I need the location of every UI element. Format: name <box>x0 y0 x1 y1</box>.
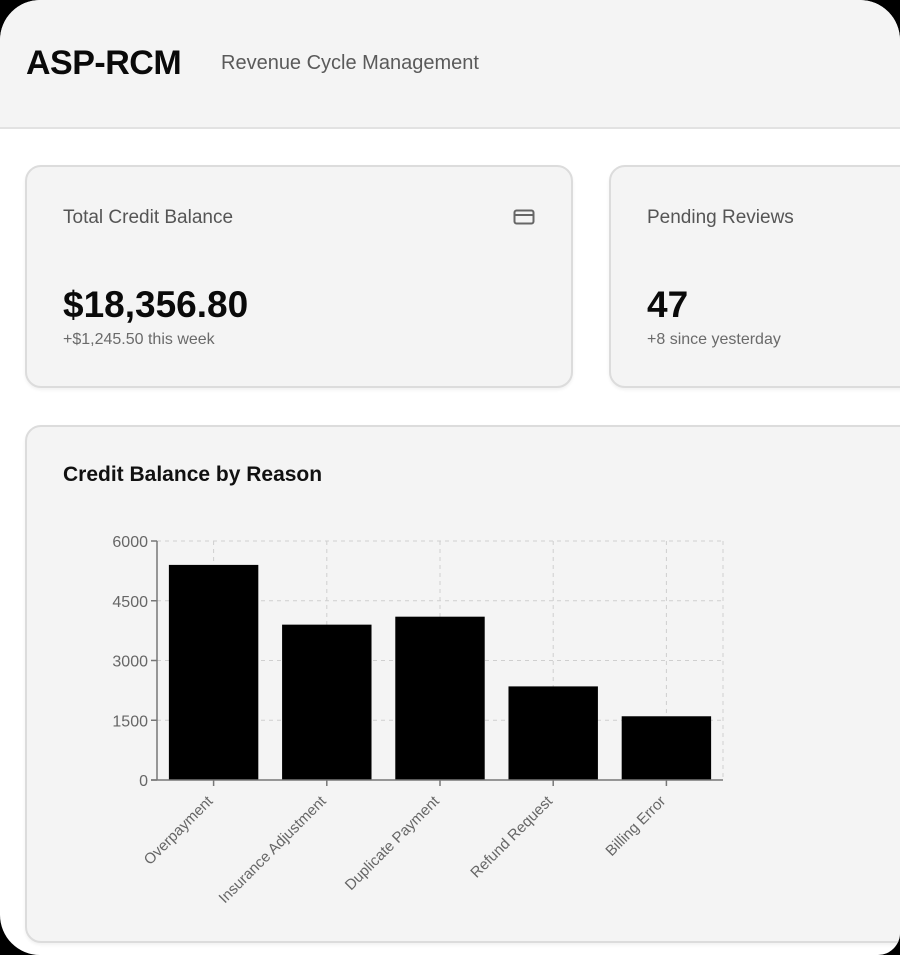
bar-chart: 0 1500 3000 4500 6000 Overpayment Insurance Ad… <box>112 534 724 907</box>
y-tick-label: 1500 <box>112 713 148 730</box>
total-credit-balance-card: Total Credit Balance $18,356.80 +$1,245.… <box>25 165 573 388</box>
brand-logo-text: ASP-RCM <box>26 44 182 82</box>
y-tick-label: 3000 <box>112 654 148 671</box>
bar-overpayment <box>168 564 259 780</box>
x-tick-label: Duplicate Payment <box>342 792 444 894</box>
x-tick-label: Refund Request <box>467 792 556 881</box>
credit-card-icon <box>513 209 535 225</box>
card-change: +$1,245.50 this week <box>63 331 215 348</box>
bar-refund-request <box>508 686 598 780</box>
x-tick-label: Billing Error <box>602 793 669 860</box>
chart-title: Credit Balance by Reason <box>63 463 323 486</box>
bar-insurance-adjustment <box>282 624 372 780</box>
y-tick-label: 0 <box>139 773 148 790</box>
bar-billing-error <box>621 716 712 780</box>
card-label: Total Credit Balance <box>63 207 234 228</box>
card-value: $18,356.80 <box>63 284 249 325</box>
y-tick-label: 6000 <box>112 534 148 551</box>
card-value: 47 <box>647 284 689 325</box>
x-tick-label: Overpayment <box>141 792 217 868</box>
pending-reviews-card: Pending Reviews 47 +8 since yesterday <box>609 165 900 388</box>
app-header: ASP-RCM Revenue Cycle Management <box>0 0 900 129</box>
credit-balance-chart-card: Credit Balance by Reason 0 1500 3000 4500 60… <box>25 425 900 943</box>
card-change: +8 since yesterday <box>647 331 781 348</box>
x-tick-label: Insurance Adjustment <box>216 792 331 907</box>
y-tick-label: 4500 <box>112 594 148 611</box>
card-label: Pending Reviews <box>647 207 794 228</box>
bar-duplicate-payment <box>395 616 485 780</box>
app-subtitle: Revenue Cycle Management <box>221 52 479 74</box>
